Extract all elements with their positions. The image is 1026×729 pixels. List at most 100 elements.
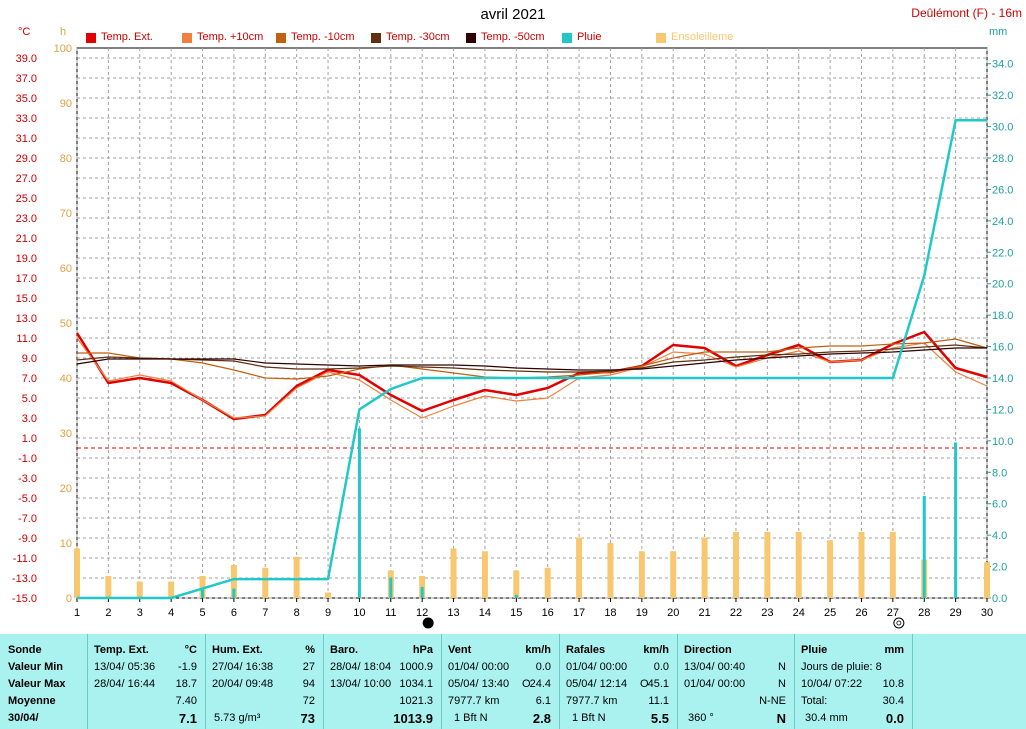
y-axis-right-mm: 0.0 2.0 4.0 6.0 8.0 10.0 12.0 14.0 16.0 18.0 20.0 2… [987, 59, 1013, 605]
y-tick-hours: 40 [60, 373, 72, 385]
y-tick-mm: 32.0 [992, 90, 1013, 102]
stats-pluie-max-date: 10/04/ 07:22 [801, 678, 863, 690]
stats-vent-today-label: 1 Bft N [454, 712, 488, 724]
sunshine-bar [136, 581, 143, 598]
sunshine-bar [827, 540, 834, 598]
stats-hum-extra: 5.73 g/m³ [214, 712, 261, 724]
bars [74, 428, 990, 598]
legend-swatch [371, 33, 381, 43]
stats-baro-today: 1013.9 [393, 711, 433, 726]
y-tick-celsius: 33.0 [16, 113, 37, 125]
y-tick-mm: 26.0 [992, 184, 1013, 196]
stats-direction-max-val: N [778, 678, 786, 690]
y-tick-hours: 50 [60, 318, 72, 330]
sunshine-bar [513, 570, 520, 598]
stats-sonde-title: Sonde [8, 644, 42, 656]
series-line-temp-50cm [76, 347, 987, 371]
station-name: Deûlémont (F) - 16m [911, 6, 1022, 20]
y-tick-mm: 6.0 [992, 499, 1007, 511]
stats-hum-avg: 72 [302, 695, 315, 707]
stats-pluie-total-label: Total: [801, 695, 828, 707]
y-tick-mm: 18.0 [992, 310, 1013, 322]
y-tick-mm: 16.0 [992, 342, 1013, 354]
sunshine-bar [764, 532, 771, 598]
stats-rafales-unit: km/h [643, 644, 669, 656]
stats-baro-title: Baro. [330, 644, 359, 656]
legend-swatch [276, 33, 286, 43]
sunshine-bar [607, 543, 614, 598]
sunshine-bar [984, 562, 990, 598]
x-tick-day: 4 [168, 607, 174, 619]
stats-vent-unit: km/h [525, 644, 551, 656]
stats-direction-min-date: 13/04/ 00:40 [684, 661, 746, 673]
legend-label: Temp. -30cm [386, 31, 450, 43]
stats-temp-min-val: -1.9 [178, 661, 197, 673]
stats-direction-today: N [776, 711, 786, 726]
y-tick-mm: 30.0 [992, 122, 1013, 134]
unit-mm: mm [989, 26, 1008, 38]
moon-new-icon [422, 617, 434, 629]
stats-pluie-unit: mm [884, 644, 904, 656]
stats-baro-max-date: 13/04/ 10:00 [330, 678, 392, 690]
stats-baro-unit: hPa [412, 644, 433, 656]
legend-swatch [562, 33, 572, 43]
sunshine-bar [544, 567, 551, 598]
sunshine-bar [293, 556, 300, 598]
y-tick-celsius: 11.0 [16, 333, 37, 345]
sunshine-bar [168, 581, 175, 598]
plot-frame [76, 47, 988, 599]
stats-temp-avg: 7.40 [175, 695, 197, 707]
stats-vent-today: 2.8 [532, 711, 551, 726]
stats-vent-max-dir: O [522, 678, 531, 690]
y-axis-left-celsius: -15.0 -13.0 -11.0 -9.0 -7.0 -5.0 -3.0 -1.0 1.0 3.… [12, 53, 37, 605]
stats-hum-today: 73 [300, 711, 315, 726]
stats-baro-avg: 1021.3 [399, 695, 433, 707]
y-tick-celsius: 39.0 [16, 53, 37, 65]
x-tick-day: 17 [573, 607, 585, 619]
stats-pluie-max-val: 10.8 [882, 678, 904, 690]
y-tick-mm: 28.0 [992, 153, 1013, 165]
stats-direction-max-date: 01/04/ 00:00 [684, 678, 746, 690]
stats-direction-min-val: N [778, 661, 786, 673]
y-tick-celsius: -13.0 [12, 573, 37, 585]
legend-swatch [466, 33, 476, 43]
stats-row-today: 30/04/ [8, 712, 39, 724]
x-tick-day: 10 [353, 607, 365, 619]
stats-temp-min-date: 13/04/ 05:36 [94, 661, 156, 673]
sunshine-bar [858, 532, 865, 598]
y-tick-celsius: 19.0 [16, 253, 37, 265]
sunshine-bar [74, 548, 80, 598]
stats-pluie-today-label: 30.4 mm [805, 712, 848, 724]
y-tick-celsius: 23.0 [16, 213, 37, 225]
y-tick-hours: 70 [60, 208, 72, 220]
y-tick-mm: 24.0 [992, 216, 1013, 228]
stats-hum-max-date: 20/04/ 09:48 [212, 678, 274, 690]
moon-disc [422, 617, 434, 629]
stats-direction-avg: N-NE [759, 695, 786, 707]
stats-col-hum: Hum. Ext. % 27/04/ 16:38 27 20/04/ 09:48… [206, 634, 324, 729]
rain-daily-bar [420, 587, 424, 598]
legend-label: Temp. +10cm [197, 31, 264, 43]
unit-hours: h [60, 26, 67, 38]
y-tick-mm: 14.0 [992, 373, 1013, 385]
stats-rafales-min-date: 01/04/ 00:00 [566, 661, 628, 673]
y-tick-celsius: 35.0 [16, 93, 37, 105]
stats-vent-max-date: 05/04/ 13:40 [448, 678, 510, 690]
y-axis-left-hours: 0 10 20 30 40 50 60 70 80 90 100 [54, 43, 72, 605]
x-tick-day: 13 [447, 607, 459, 619]
x-tick-day: 21 [698, 607, 710, 619]
y-tick-mm: 34.0 [992, 59, 1013, 71]
sunshine-bar [105, 576, 112, 598]
y-tick-hours: 0 [66, 593, 72, 605]
y-tick-hours: 80 [60, 153, 72, 165]
stats-hum-max-val: 94 [302, 678, 315, 690]
stats-col-baro: Baro. hPa 28/04/ 18:04 1000.9 13/04/ 10:… [324, 634, 442, 729]
y-tick-celsius: 1.0 [22, 433, 37, 445]
stats-vent-avg-label: 7977.7 km [448, 695, 500, 707]
moon-full-icon [893, 617, 905, 629]
y-tick-mm: 10.0 [992, 436, 1013, 448]
y-tick-celsius: 3.0 [22, 413, 37, 425]
y-tick-hours: 30 [60, 428, 72, 440]
stats-temp-today: 7.1 [178, 711, 197, 726]
y-tick-mm: 4.0 [992, 530, 1007, 542]
